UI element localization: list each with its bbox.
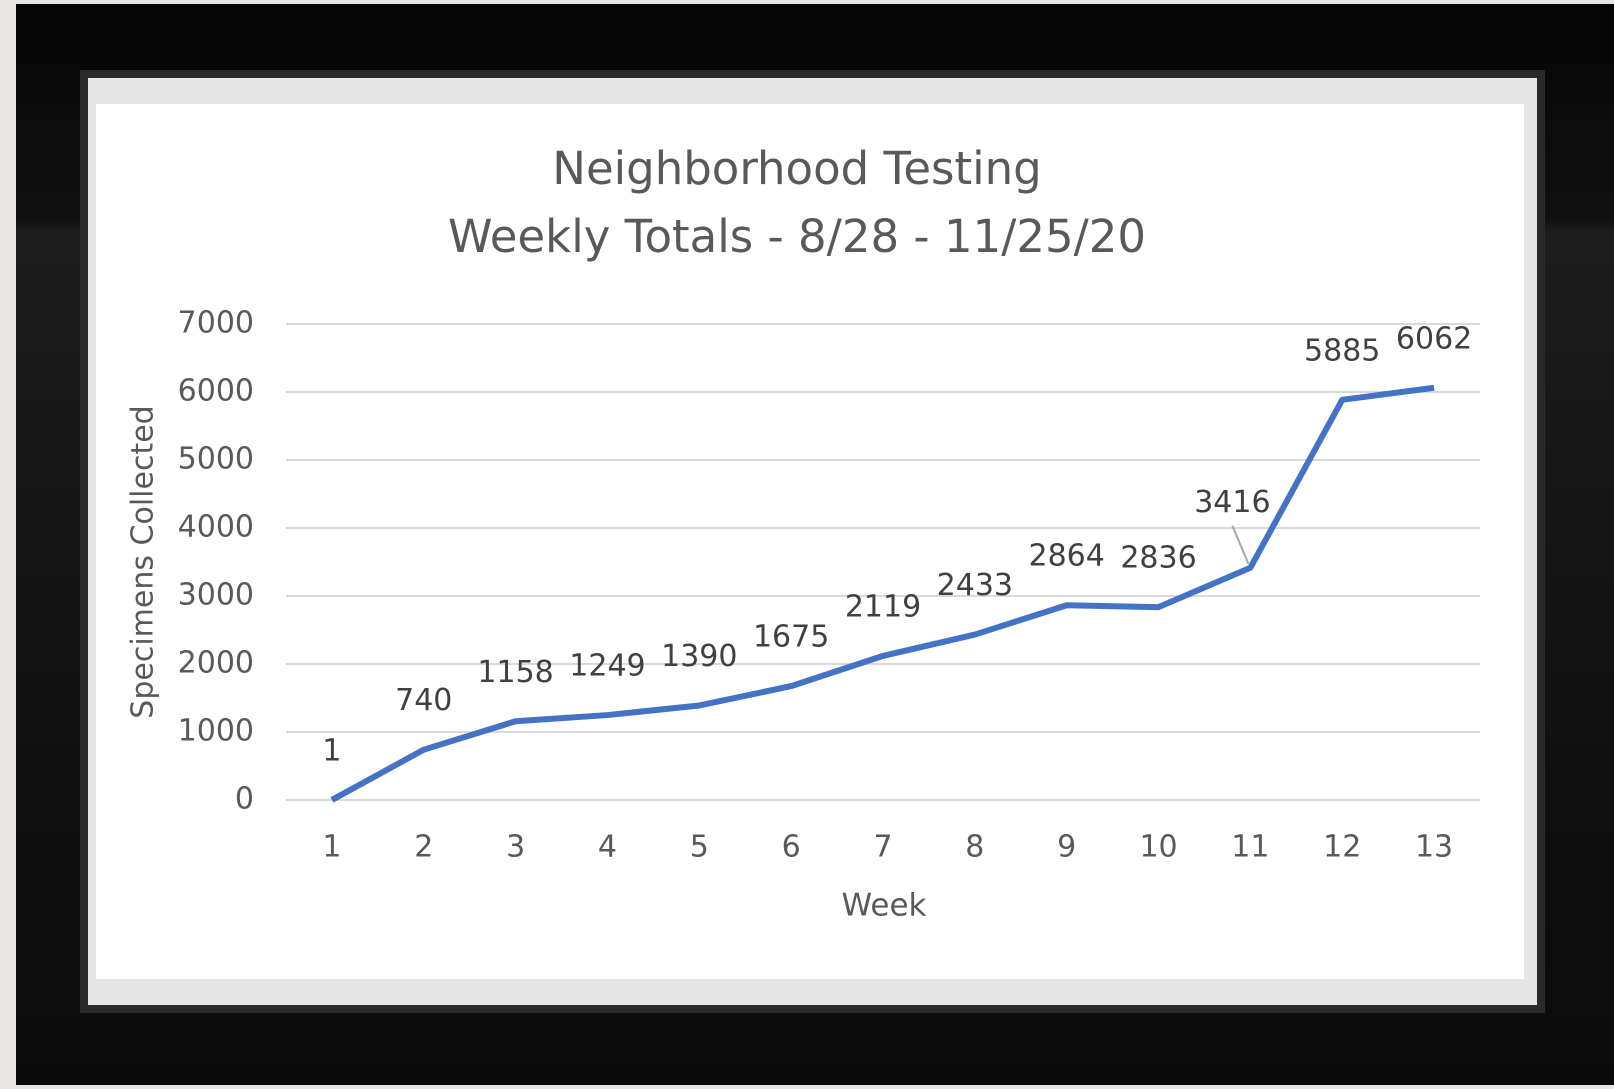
data-label: 2864 [1029,539,1105,574]
y-tick-label: 2000 [178,646,254,681]
x-tick-label: 9 [1057,830,1076,865]
plot-panel [96,104,1524,979]
x-tick-label: 8 [965,830,984,865]
y-axis-label: Specimens Collected [126,405,161,718]
x-tick-label: 6 [782,830,801,865]
y-tick-label: 3000 [178,578,254,613]
y-tick-label: 1000 [178,714,254,749]
chart-subtitle: Weekly Totals - 8/28 - 11/25/20 [448,210,1146,263]
x-axis-label: Week [842,888,927,924]
y-tick-label: 7000 [178,306,254,341]
data-label: 1158 [477,655,553,690]
x-tick-label: 3 [506,830,525,865]
chart-title: Neighborhood Testing [552,142,1041,195]
x-tick-label: 13 [1415,830,1453,865]
data-label: 2119 [845,589,921,624]
x-tick-label: 4 [598,830,617,865]
data-label: 3416 [1194,485,1270,520]
data-label: 1390 [661,639,737,674]
leader-line [1231,525,1250,565]
data-label: 740 [395,683,452,718]
x-tick-label: 7 [873,830,892,865]
y-tick-label: 4000 [178,510,254,545]
data-label: 2836 [1120,541,1196,576]
data-label: 5885 [1304,333,1380,368]
x-tick-label: 1 [322,830,341,865]
y-tick-label: 0 [235,782,254,817]
x-tick-label: 10 [1139,830,1177,865]
data-label: 2433 [937,568,1013,603]
data-line [330,384,1435,803]
x-tick-label: 11 [1231,830,1269,865]
y-tick-label: 6000 [178,374,254,409]
data-label: 1675 [753,620,829,655]
y-tick-label: 5000 [178,442,254,477]
data-label: 1249 [569,649,645,684]
data-label: 6062 [1396,321,1472,356]
data-label: 1 [322,733,341,768]
x-tick-label: 2 [414,830,433,865]
x-tick-label: 5 [690,830,709,865]
x-tick-label: 12 [1323,830,1361,865]
